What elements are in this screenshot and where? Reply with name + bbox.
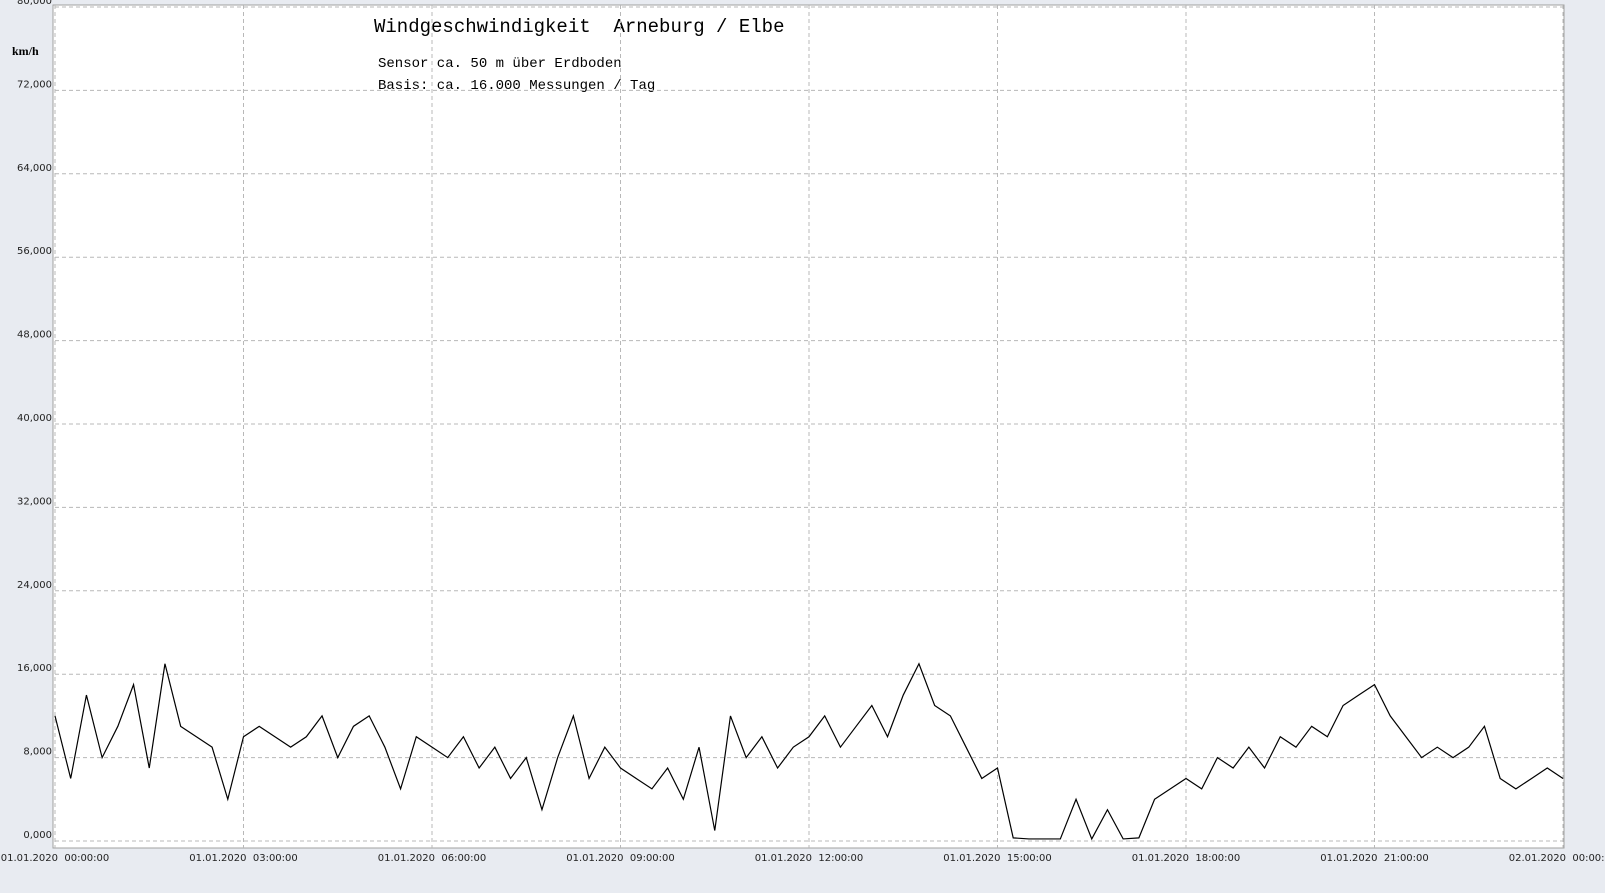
y-tick-label: 24,000 xyxy=(17,580,52,591)
y-tick-label: 16,000 xyxy=(17,663,52,674)
x-tick-label: 01.01.2020 06:00:00 xyxy=(378,853,487,864)
y-tick-label: 72,000 xyxy=(17,79,52,90)
x-tick-label: 01.01.2020 09:00:00 xyxy=(566,853,675,864)
y-axis-label: km/h xyxy=(12,44,39,58)
subtitle: Sensor ca. 50 m über Erdboden xyxy=(378,56,622,72)
y-tick-label: 32,000 xyxy=(17,496,52,507)
line-series xyxy=(54,662,1564,841)
x-tick-label: 01.01.2020 00:00:00 xyxy=(1,853,110,864)
y-tick-label: 64,000 xyxy=(17,163,52,174)
chart-title: Windgeschwindigkeit Arneburg / Elbe xyxy=(374,16,784,38)
x-tick-label: 01.01.2020 21:00:00 xyxy=(1320,853,1429,864)
y-tick-label: 40,000 xyxy=(17,413,52,424)
x-tick-label: 01.01.2020 03:00:00 xyxy=(189,853,298,864)
x-tick-label: 01.01.2020 15:00:00 xyxy=(943,853,1052,864)
x-tick-label: 01.01.2020 18:00:00 xyxy=(1132,853,1241,864)
y-tick-label: 0,000 xyxy=(23,830,52,841)
x-tick-label: 01.01.2020 12:00:00 xyxy=(755,853,864,864)
y-tick-label: 80,000 xyxy=(17,0,52,7)
annotation: Basis: ca. 16.000 Messungen / Tag xyxy=(378,78,655,94)
y-tick-label: 48,000 xyxy=(17,330,52,341)
y-tick-label: 8,000 xyxy=(23,747,52,758)
x-tick-label: 02.01.2020 00:00:00 xyxy=(1509,853,1605,864)
y-tick-label: 56,000 xyxy=(17,246,52,257)
